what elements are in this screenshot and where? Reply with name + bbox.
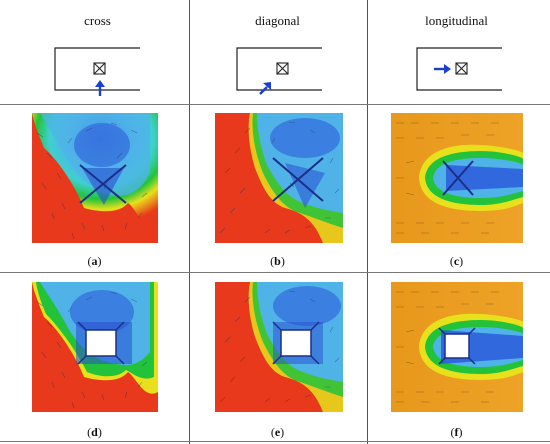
panel-caption-a: (a) bbox=[87, 254, 102, 268]
wind-arrow-icon bbox=[434, 64, 451, 74]
column-divider-2 bbox=[367, 0, 368, 444]
flow-panel-d bbox=[32, 282, 158, 412]
column-header-longitudinal: longitudinal bbox=[425, 13, 488, 28]
row-divider-3 bbox=[0, 441, 550, 442]
column-box-icon bbox=[276, 62, 289, 75]
flow-panel-e bbox=[215, 282, 343, 412]
wind-arrow-icon bbox=[259, 82, 271, 95]
schematic-diagonal bbox=[236, 47, 322, 95]
column-header-diagonal: diagonal bbox=[255, 13, 300, 28]
flow-panel-b bbox=[215, 113, 343, 243]
flow-panel-a bbox=[32, 113, 158, 243]
row-divider-2 bbox=[0, 272, 550, 273]
column-divider-1 bbox=[189, 0, 190, 444]
panel-caption-c: (c) bbox=[449, 254, 464, 268]
schematic-cross bbox=[54, 47, 140, 96]
wind-arrow-icon bbox=[95, 80, 105, 96]
panel-caption-e: (e) bbox=[270, 425, 285, 439]
column-header-cross: cross bbox=[84, 13, 111, 28]
column-box-icon bbox=[93, 62, 106, 75]
flow-panel-c bbox=[391, 113, 523, 243]
panel-caption-f: (f) bbox=[450, 425, 463, 439]
corridor-outline bbox=[416, 47, 502, 91]
panel-caption-d: (d) bbox=[87, 425, 102, 439]
corridor-outline bbox=[54, 47, 140, 91]
corridor-outline bbox=[236, 47, 322, 91]
flow-panel-f bbox=[391, 282, 523, 412]
schematic-longitudinal bbox=[416, 47, 502, 91]
column-box-icon bbox=[455, 62, 468, 75]
row-divider-1 bbox=[0, 104, 550, 105]
panel-caption-b: (b) bbox=[270, 254, 285, 268]
